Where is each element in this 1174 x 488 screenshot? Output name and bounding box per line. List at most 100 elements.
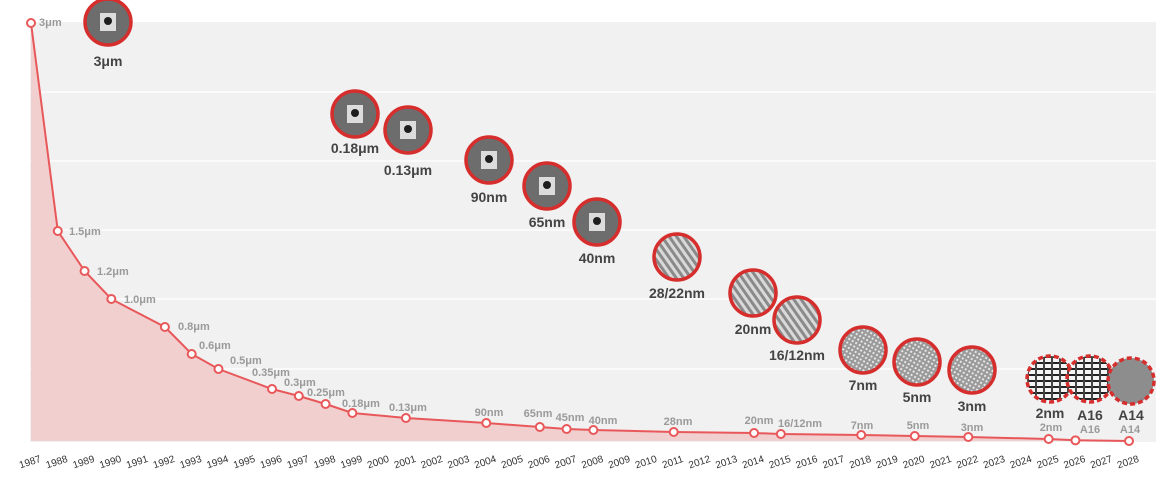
x-tick-label: 1995 <box>232 454 257 471</box>
data-point <box>400 413 411 423</box>
badge-image-detail <box>404 125 412 133</box>
area-fill <box>31 23 1129 441</box>
point-label: 1.5μm <box>69 226 101 238</box>
node-badge: 65nm <box>522 161 572 230</box>
badge-image <box>1027 356 1073 402</box>
node-badge: 0.18μm <box>330 89 380 156</box>
data-point <box>775 429 786 439</box>
point-label: 5nm <box>907 420 930 432</box>
x-tick-label: 1993 <box>179 454 204 471</box>
badge-image <box>654 234 700 280</box>
point-label: 90nm <box>475 407 504 419</box>
badge-ring <box>464 135 514 185</box>
point-label: 65nm <box>524 408 553 420</box>
badge-image <box>894 339 940 385</box>
x-tick-label: 2017 <box>821 454 846 471</box>
badge-image <box>949 347 995 393</box>
x-tick-label: 1994 <box>205 454 230 471</box>
badge-label: A16 <box>1077 407 1103 423</box>
node-badge: A14 <box>1106 356 1156 423</box>
data-point <box>534 422 545 432</box>
x-tick-label: 2013 <box>714 454 739 471</box>
point-label: 0.5μm <box>230 355 262 367</box>
data-point <box>1043 434 1054 444</box>
badge-image <box>1108 358 1154 404</box>
point-labels: 3μm1.5μm1.2μm1.0μm0.8μm0.6μm0.5μm0.35μm0… <box>39 17 1141 436</box>
point-label: 0.3μm <box>284 377 316 389</box>
data-point <box>267 384 278 394</box>
node-badge: 90nm <box>464 135 514 205</box>
data-markers <box>26 18 1134 446</box>
point-label: A16 <box>1080 424 1100 436</box>
badge-label: 5nm <box>903 389 932 405</box>
data-point <box>856 430 867 440</box>
badge-label: 3μm <box>94 53 123 69</box>
badge-image <box>730 270 776 316</box>
point-label: 0.8μm <box>178 321 210 333</box>
data-point <box>963 432 974 442</box>
badge-ring <box>772 295 822 345</box>
x-tick-label: 1998 <box>313 454 338 471</box>
badge-image-detail <box>485 155 493 163</box>
x-tick-label: 2001 <box>393 454 418 471</box>
x-tick-label: 2016 <box>795 454 820 471</box>
x-tick-label: 2018 <box>848 454 873 471</box>
data-point <box>159 322 170 332</box>
data-point <box>213 364 224 374</box>
badge-ring <box>838 325 888 375</box>
point-label: 20nm <box>745 415 774 427</box>
point-label: 40nm <box>589 415 618 427</box>
badge-label: 16/12nm <box>769 347 825 363</box>
data-point <box>320 399 331 409</box>
badge-ring <box>652 232 702 282</box>
data-point <box>79 266 90 276</box>
x-tick-label: 1996 <box>259 454 284 471</box>
x-tick-label: 2002 <box>420 454 445 471</box>
x-tick-label: 2012 <box>687 454 712 471</box>
node-badge: 20nm <box>728 268 778 337</box>
data-point <box>26 18 36 28</box>
badge-label: 0.13μm <box>384 162 432 178</box>
node-badge: 28/22nm <box>649 232 705 301</box>
x-tick-label: 2020 <box>902 454 927 471</box>
node-badge: 7nm <box>838 325 888 393</box>
x-tick-label: 2019 <box>875 454 900 471</box>
x-tick-label: 1987 <box>18 454 43 471</box>
data-point <box>588 425 599 435</box>
x-tick-label: 2000 <box>366 454 391 471</box>
x-tick-label: 2022 <box>955 454 980 471</box>
badge-ring <box>83 0 133 47</box>
badge-ring <box>892 337 942 387</box>
node-badge: 16/12nm <box>769 295 825 363</box>
x-tick-label: 2025 <box>1036 454 1061 471</box>
badge-ring <box>572 197 622 247</box>
badge-ring <box>728 268 778 318</box>
x-tick-label: 1992 <box>152 454 177 471</box>
point-label: 0.25μm <box>307 387 345 399</box>
badge-image <box>774 297 820 343</box>
badge-image <box>840 327 886 373</box>
x-tick-label: 2021 <box>928 454 953 471</box>
point-label: A14 <box>1120 424 1141 436</box>
badge-ring <box>1106 356 1156 406</box>
badge-ring <box>330 89 380 139</box>
badge-label: 28/22nm <box>649 285 705 301</box>
data-point <box>1124 436 1134 446</box>
x-tick-label: 2027 <box>1089 454 1114 471</box>
node-badge: 3nm <box>947 345 997 414</box>
point-label: 1.2μm <box>97 266 129 278</box>
badge-label: 65nm <box>529 214 566 230</box>
x-tick-label: 2023 <box>982 454 1007 471</box>
x-tick-label: 2028 <box>1116 454 1141 471</box>
data-point <box>1070 435 1081 446</box>
badge-ring <box>522 161 572 211</box>
x-axis: 1987 1988 1989 1990 1991 1992 1993 1994 1995 1996… <box>18 454 1141 471</box>
data-point <box>561 424 572 434</box>
x-tick-label: 1988 <box>45 454 70 471</box>
data-point <box>481 418 492 428</box>
x-tick-label: 2014 <box>741 454 766 471</box>
x-tick-label: 1999 <box>339 454 364 471</box>
badge-label: 0.18μm <box>331 140 379 156</box>
data-point <box>106 294 117 304</box>
point-label: 0.35μm <box>252 367 290 379</box>
